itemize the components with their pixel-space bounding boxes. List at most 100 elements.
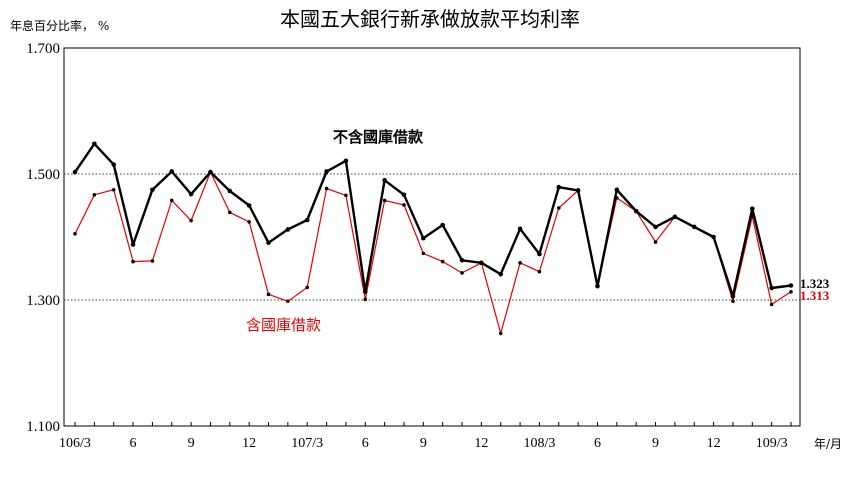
series-including-treasury — [73, 170, 793, 336]
data-point — [266, 240, 271, 245]
series-label-excluding-treasury: 不含國庫借款 — [333, 128, 424, 146]
data-point — [228, 210, 232, 215]
data-point — [92, 192, 97, 197]
data-point — [440, 259, 445, 264]
data-point — [440, 222, 445, 228]
end-value-label-excluding-treasury: 1.323 — [800, 276, 830, 291]
data-point — [401, 192, 407, 198]
data-point — [362, 289, 368, 295]
data-point — [131, 259, 135, 264]
y-axis-ticks: 1.100 1.300 1.500 1.700 — [26, 41, 60, 435]
data-point — [305, 285, 310, 290]
data-point — [286, 299, 290, 304]
data-point — [459, 258, 465, 263]
data-point — [537, 251, 542, 257]
data-point — [711, 234, 716, 240]
data-point — [189, 218, 193, 223]
x-tick-label: 6 — [362, 436, 369, 451]
y-axis-unit-label: 年息百分比率， % — [10, 18, 109, 33]
data-point — [789, 290, 793, 294]
data-point — [556, 206, 561, 210]
data-point — [130, 242, 136, 247]
data-point — [246, 203, 252, 208]
x-tick-label: 6 — [130, 436, 137, 451]
data-point — [769, 302, 774, 307]
plot-area-frame — [63, 47, 801, 427]
data-point — [691, 224, 697, 230]
data-point — [72, 169, 78, 175]
end-value-label-including-treasury: 1.313 — [800, 288, 830, 303]
data-point — [402, 203, 406, 207]
data-point — [111, 162, 117, 167]
data-point — [653, 240, 658, 244]
x-tick-label: 6 — [594, 436, 601, 451]
data-point — [556, 184, 562, 190]
data-point — [749, 206, 755, 211]
y-tick-label: 1.500 — [26, 167, 60, 183]
x-tick-label: 108/3 — [523, 436, 555, 451]
x-tick-label: 107/3 — [291, 436, 323, 451]
data-point — [150, 259, 155, 263]
series-line — [74, 171, 792, 334]
gridlines — [64, 173, 800, 301]
x-tick-label: 9 — [188, 436, 195, 451]
data-point — [266, 292, 271, 297]
data-point — [92, 141, 97, 147]
y-tick-label: 1.700 — [26, 41, 60, 57]
data-point — [575, 188, 581, 193]
data-point — [769, 285, 774, 291]
data-point — [73, 232, 77, 236]
x-axis-unit-label: 年/月 — [814, 437, 842, 451]
data-point — [150, 187, 155, 193]
x-tick-label: 9 — [420, 436, 427, 451]
data-point — [498, 271, 504, 277]
x-tick-label: 9 — [652, 436, 659, 451]
x-tick-label: 12 — [707, 436, 721, 451]
data-point — [343, 158, 349, 164]
data-point — [324, 169, 329, 174]
data-point — [518, 261, 522, 265]
data-point — [421, 235, 426, 241]
data-point — [382, 178, 387, 183]
x-tick-label: 12 — [474, 436, 488, 451]
data-point — [363, 297, 368, 302]
series-layer — [72, 141, 794, 336]
x-axis-ticks: 106/3 6 9 12 107/3 6 9 12 108/3 6 9 12 109/3 — [59, 422, 792, 451]
data-point — [111, 187, 116, 192]
data-point — [324, 186, 329, 191]
data-point — [247, 220, 251, 224]
data-point — [517, 226, 523, 232]
data-point — [460, 271, 464, 275]
data-point — [479, 260, 484, 266]
data-point — [285, 227, 291, 232]
data-point — [382, 198, 387, 203]
data-point — [633, 208, 639, 214]
x-tick-label: 12 — [242, 436, 256, 451]
data-point — [653, 224, 658, 230]
data-point — [227, 188, 233, 194]
data-point — [614, 187, 620, 193]
data-point — [304, 217, 310, 223]
y-tick-label: 1.300 — [26, 293, 60, 309]
x-tick-label: 109/3 — [756, 436, 788, 451]
data-point — [672, 214, 678, 220]
data-point — [169, 169, 175, 174]
chart-title: 本國五大銀行新承做放款平均利率 — [280, 7, 580, 31]
x-tick-label: 106/3 — [59, 436, 91, 451]
y-tick-label: 1.100 — [26, 419, 60, 435]
series-line — [74, 142, 792, 298]
data-point — [208, 169, 213, 175]
data-point — [595, 283, 600, 289]
data-point — [498, 331, 503, 336]
data-point — [421, 251, 426, 256]
data-point — [731, 299, 735, 304]
data-point — [169, 198, 174, 203]
series-label-including-treasury: 含國庫借款 — [246, 316, 321, 334]
series-excluding-treasury — [72, 141, 794, 299]
data-point — [730, 293, 736, 299]
data-point — [788, 283, 794, 288]
data-point — [188, 191, 194, 197]
data-point — [537, 269, 542, 274]
data-point — [344, 193, 348, 198]
